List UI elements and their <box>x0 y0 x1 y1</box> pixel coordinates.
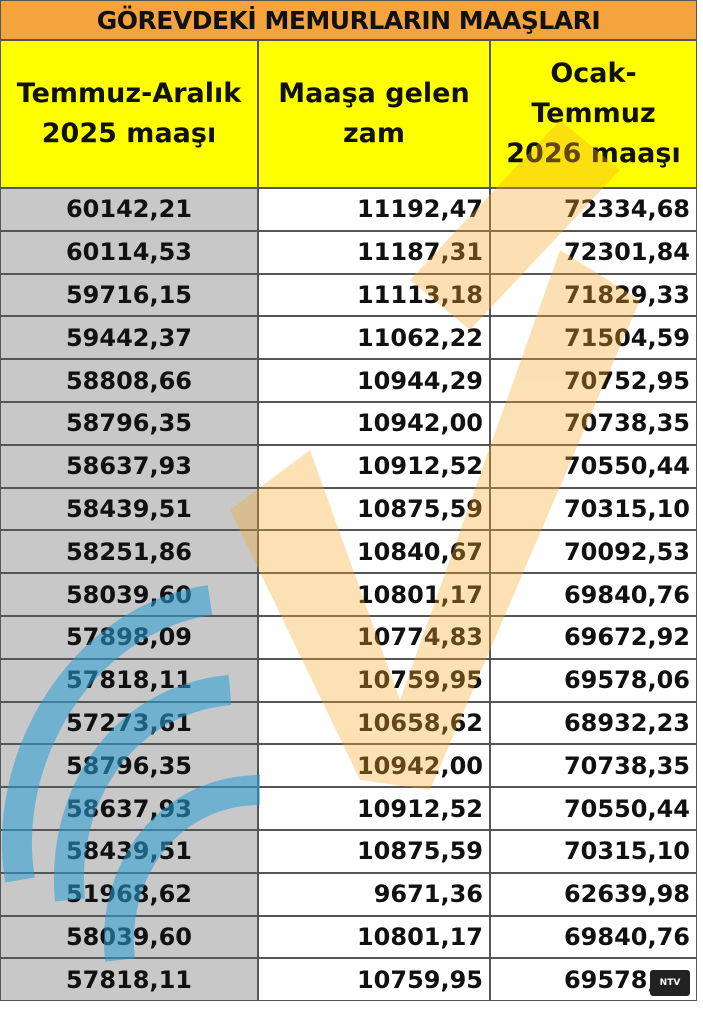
table-cell: 71829,33 <box>490 273 697 317</box>
table-cell: 71504,59 <box>490 316 697 360</box>
table-cell: 11113,18 <box>258 273 490 317</box>
table-cell: 69840,76 <box>490 573 697 616</box>
table-cell: 58039,60 <box>0 915 258 959</box>
table-cell: 72334,68 <box>490 188 697 231</box>
table-cell: 10944,29 <box>258 359 490 402</box>
table-cell: 70752,95 <box>490 359 697 402</box>
table-cell: 70550,44 <box>490 787 697 830</box>
table-cell: 10774,83 <box>258 615 490 659</box>
table-cell: 10759,95 <box>258 958 490 1002</box>
table-cell: 57273,61 <box>0 701 258 745</box>
table-cell: 11062,22 <box>258 316 490 360</box>
table-cell: 10875,59 <box>258 487 490 531</box>
table-cell: 58439,51 <box>0 487 258 531</box>
table-cell: 70315,10 <box>490 487 697 531</box>
table-cell: 57898,09 <box>0 615 258 659</box>
table-cell: 58637,93 <box>0 444 258 488</box>
column-header: Maaşa gelen zam <box>258 40 490 188</box>
table-cell: 60114,53 <box>0 230 258 274</box>
ntv-logo: NTV <box>650 970 690 996</box>
table-cell: 58796,35 <box>0 401 258 445</box>
table-cell: 10840,67 <box>258 530 490 574</box>
column-header: Ocak- Temmuz 2026 maaşı <box>490 40 697 188</box>
table-cell: 10801,17 <box>258 915 490 959</box>
table-cell: 10875,59 <box>258 829 490 873</box>
table-cell: 58039,60 <box>0 573 258 616</box>
table-cell: 58637,93 <box>0 787 258 830</box>
table-cell: 10759,95 <box>258 658 490 702</box>
table-cell: 62639,98 <box>490 872 697 916</box>
table-cell: 69840,76 <box>490 915 697 959</box>
table-cell: 70738,35 <box>490 401 697 445</box>
column-header: Temmuz-Aralık 2025 maaşı <box>0 40 258 188</box>
table-cell: 11192,47 <box>258 188 490 231</box>
table-cell: 70315,10 <box>490 829 697 873</box>
table-cell: 58439,51 <box>0 829 258 873</box>
table-cell: 58808,66 <box>0 359 258 402</box>
table-cell: 9671,36 <box>258 872 490 916</box>
table-cell: 69672,92 <box>490 615 697 659</box>
table-cell: 10658,62 <box>258 701 490 745</box>
table-cell: 59442,37 <box>0 316 258 360</box>
table-cell: 58796,35 <box>0 744 258 788</box>
table-grid: Temmuz-Aralık 2025 maaşı Maaşa gelen zam O… <box>0 40 697 1002</box>
table-cell: 10942,00 <box>258 401 490 445</box>
table-cell: 59716,15 <box>0 273 258 317</box>
table-cell: 70092,53 <box>490 530 697 574</box>
table-cell: 10912,52 <box>258 787 490 830</box>
table-title: GÖREVDEKİ MEMURLARIN MAAŞLARI <box>0 0 697 40</box>
table-cell: 57818,11 <box>0 658 258 702</box>
table-cell: 51968,62 <box>0 872 258 916</box>
table-cell: 58251,86 <box>0 530 258 574</box>
table-cell: 10942,00 <box>258 744 490 788</box>
table-cell: 72301,84 <box>490 230 697 274</box>
table-cell: 11187,31 <box>258 230 490 274</box>
table-cell: 68932,23 <box>490 701 697 745</box>
table-cell: 70550,44 <box>490 444 697 488</box>
table-cell: 69578,06 <box>490 658 697 702</box>
table-cell: 57818,11 <box>0 958 258 1002</box>
table-cell: 10801,17 <box>258 573 490 616</box>
table-cell: 70738,35 <box>490 744 697 788</box>
table-cell: 10912,52 <box>258 444 490 488</box>
table-cell: 60142,21 <box>0 188 258 231</box>
